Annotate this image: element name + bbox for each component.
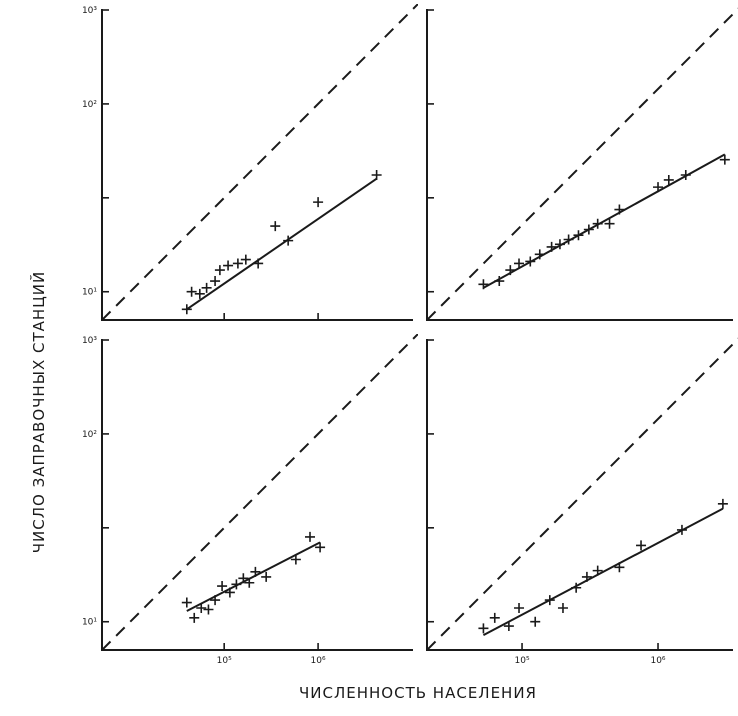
x-tick-label: 10⁶ [650, 656, 665, 666]
data-point [194, 288, 205, 299]
data-point [238, 573, 249, 584]
data-point [505, 265, 516, 276]
data-point [244, 577, 255, 588]
data-point [181, 597, 192, 608]
regression-line [186, 541, 321, 612]
data-point [514, 258, 525, 269]
data-point [571, 582, 582, 593]
x-axis-label: ЧИСЛЕННОСТЬ НАСЕЛЕНИЯ [299, 684, 537, 702]
data-point [283, 235, 294, 246]
data-point [530, 616, 541, 627]
panel-top-left: 10¹ 10² 10³ [82, 4, 418, 321]
data-point [557, 603, 568, 614]
regression-line [186, 177, 378, 311]
data-point [214, 265, 225, 276]
y-axis-label: ЧИСЛО ЗАПРАВОЧНЫХ СТАНЦИЙ [29, 271, 48, 554]
x-tick-label: 10⁶ [311, 656, 326, 666]
data-point [313, 197, 324, 208]
y-tick-label: 10¹ [82, 618, 97, 628]
data-point [592, 218, 603, 229]
data-point [581, 571, 592, 582]
y-tick-label: 10³ [82, 6, 97, 16]
data-point [196, 603, 207, 614]
data-point [563, 234, 574, 245]
data-point [210, 595, 221, 606]
data-point [250, 566, 261, 577]
data-point [554, 239, 565, 250]
data-point [489, 612, 500, 623]
y-tick-label: 10³ [82, 336, 97, 346]
data-point [186, 286, 197, 297]
data-point [224, 587, 235, 598]
data-point [719, 154, 730, 165]
data-point [478, 623, 489, 634]
reference-line [102, 334, 418, 650]
data-point [614, 204, 625, 215]
data-point [544, 595, 555, 606]
data-point [604, 218, 615, 229]
y-tick-label: 10² [82, 430, 97, 440]
data-point [680, 169, 691, 180]
data-point [653, 182, 664, 193]
reference-line [102, 4, 418, 320]
x-tick-label: 10⁵ [515, 656, 530, 666]
data-point [253, 258, 264, 269]
panel-bottom-left: 10¹ 10² 10³ 10⁵ 10⁶ [82, 334, 418, 666]
data-point [592, 565, 603, 576]
data-point [223, 260, 234, 271]
data-point [315, 542, 326, 553]
y-tick-label: 10¹ [82, 288, 97, 298]
data-point [614, 562, 625, 573]
data-point [240, 254, 251, 265]
x-tick-label: 10⁵ [217, 656, 232, 666]
data-point [573, 230, 584, 241]
data-point [478, 279, 489, 290]
data-point [676, 524, 687, 535]
chart-panels: 10¹ 10² 10³ 10¹ 10² 10³ 10⁵ 10⁶ 10⁵ 10⁶ [82, 4, 738, 666]
panel-bottom-right: 10⁵ 10⁶ [426, 337, 738, 666]
data-point [636, 540, 647, 551]
regression-line [482, 153, 726, 289]
y-tick-label: 10² [82, 100, 97, 110]
data-point [217, 581, 228, 592]
data-point [525, 256, 536, 267]
data-point [304, 531, 315, 542]
regression-line [482, 507, 724, 637]
data-point [546, 241, 557, 252]
data-point [503, 621, 514, 632]
data-point [181, 304, 192, 315]
data-point [261, 571, 272, 582]
data-point [189, 612, 200, 623]
data-point [717, 498, 728, 509]
data-point [232, 258, 243, 269]
data-point [583, 224, 594, 235]
data-point [210, 276, 221, 287]
data-point [494, 276, 505, 287]
data-point [663, 174, 674, 185]
data-point [371, 169, 382, 180]
data-point [290, 554, 301, 565]
reference-line [427, 337, 738, 650]
data-point [534, 249, 545, 260]
data-point [270, 221, 281, 232]
data-point [231, 579, 242, 590]
data-point [514, 603, 525, 614]
panel-top-right [426, 7, 738, 321]
data-point [201, 282, 212, 293]
data-point [203, 604, 214, 615]
reference-line [427, 7, 738, 320]
